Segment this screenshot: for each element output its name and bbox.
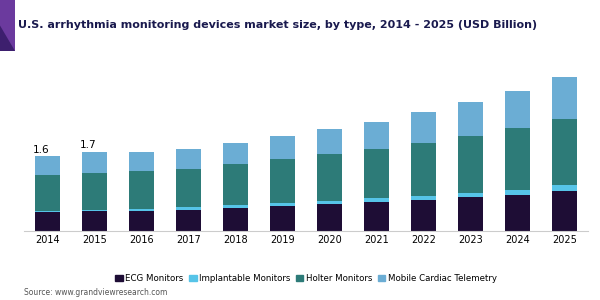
Bar — [82, 212, 107, 231]
Bar — [551, 191, 577, 231]
Bar — [176, 207, 202, 210]
Bar — [269, 203, 295, 206]
Bar — [82, 152, 107, 173]
Bar — [317, 154, 343, 201]
Bar — [505, 195, 530, 231]
Bar — [410, 196, 436, 200]
Bar — [317, 204, 343, 231]
Text: 1.6: 1.6 — [32, 145, 49, 154]
Bar — [269, 206, 295, 231]
Bar — [176, 169, 202, 207]
Polygon shape — [0, 26, 15, 51]
Bar — [551, 77, 577, 119]
Bar — [551, 185, 577, 191]
Bar — [364, 122, 389, 149]
Bar — [458, 197, 484, 231]
Bar — [35, 175, 61, 211]
Bar — [410, 200, 436, 231]
Bar — [223, 208, 248, 231]
Text: 1.7: 1.7 — [79, 140, 96, 150]
Bar — [505, 91, 530, 128]
Bar — [458, 193, 484, 197]
Bar — [82, 210, 107, 212]
Bar — [128, 208, 154, 211]
Text: Source: www.grandviewresearch.com: Source: www.grandviewresearch.com — [24, 288, 167, 297]
Bar — [317, 201, 343, 204]
Bar — [458, 136, 484, 193]
Bar — [35, 157, 61, 175]
Bar — [176, 149, 202, 169]
Bar — [410, 112, 436, 142]
Bar — [35, 211, 61, 212]
Bar — [364, 202, 389, 231]
Bar — [128, 152, 154, 171]
Bar — [223, 142, 248, 164]
Bar — [269, 159, 295, 203]
Bar — [223, 164, 248, 206]
Bar — [128, 211, 154, 231]
Bar — [364, 198, 389, 202]
Text: U.S. arrhythmia monitoring devices market size, by type, 2014 - 2025 (USD Billio: U.S. arrhythmia monitoring devices marke… — [18, 20, 537, 31]
Bar — [505, 190, 530, 195]
Bar — [176, 210, 202, 231]
Bar — [410, 142, 436, 196]
Legend: ECG Monitors, Implantable Monitors, Holter Monitors, Mobile Cardiac Telemetry: ECG Monitors, Implantable Monitors, Holt… — [112, 271, 500, 286]
Bar — [269, 136, 295, 159]
Bar — [458, 102, 484, 136]
Bar — [505, 128, 530, 190]
Bar — [82, 173, 107, 210]
Bar — [223, 206, 248, 208]
Bar — [35, 212, 61, 231]
Bar — [128, 171, 154, 208]
Bar — [551, 119, 577, 185]
Bar — [317, 128, 343, 154]
Polygon shape — [0, 0, 15, 51]
Bar — [364, 149, 389, 198]
